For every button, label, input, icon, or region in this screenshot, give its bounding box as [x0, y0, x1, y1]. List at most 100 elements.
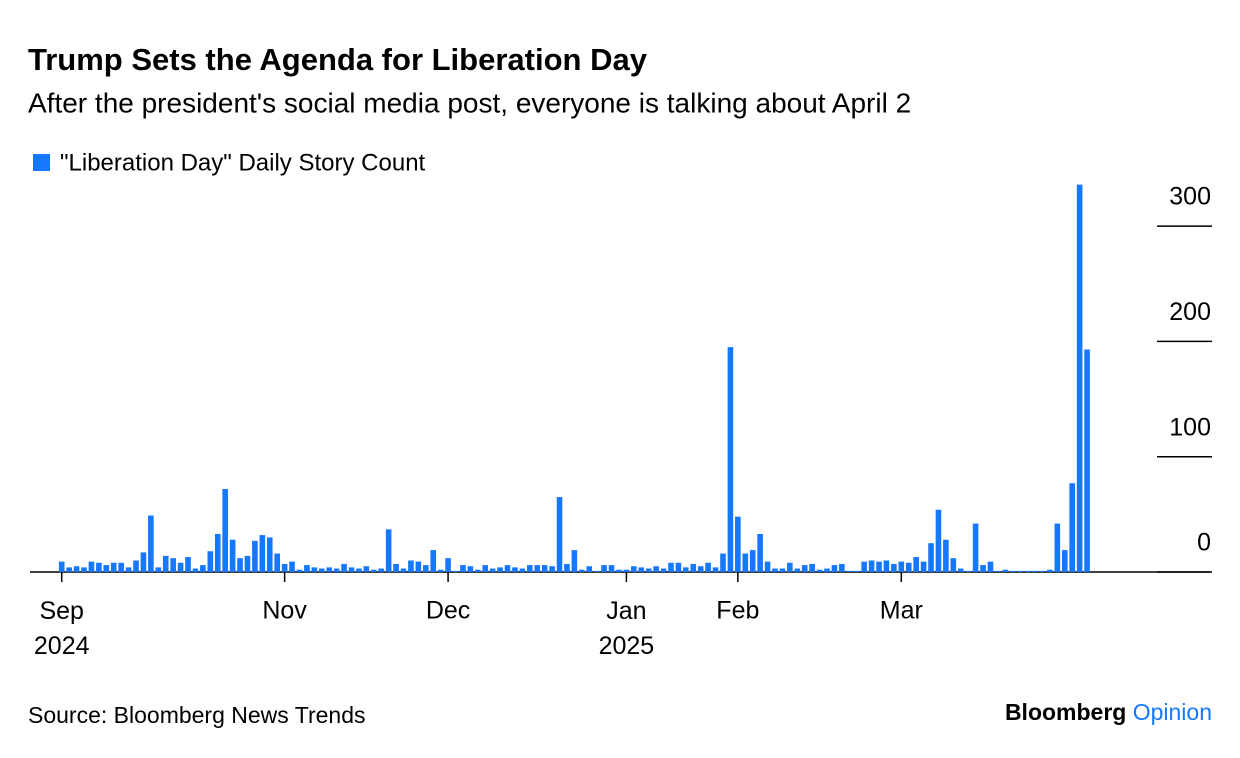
- bar: [801, 565, 808, 572]
- bar: [645, 568, 652, 572]
- bar: [1032, 570, 1038, 572]
- y-tick-label: 0: [1197, 529, 1211, 557]
- bar: [1017, 570, 1023, 572]
- bar: [200, 565, 206, 572]
- bar: [995, 570, 1001, 572]
- bar: [1039, 570, 1046, 572]
- bar: [445, 558, 451, 572]
- bar: [363, 566, 370, 572]
- bar: [385, 529, 392, 572]
- y-tick-label: 300: [1169, 183, 1211, 211]
- bar: [1061, 550, 1068, 572]
- bar: [1084, 349, 1090, 572]
- bar: [474, 569, 481, 572]
- bar: [809, 563, 815, 572]
- bar: [452, 570, 459, 572]
- bar: [222, 488, 228, 572]
- bar: [549, 566, 555, 572]
- bar: [683, 567, 689, 572]
- bar: [304, 565, 310, 572]
- bar: [289, 561, 295, 572]
- bar: [148, 515, 154, 572]
- bar: [757, 533, 763, 572]
- bar: [281, 563, 288, 572]
- bar: [274, 553, 280, 572]
- bar: [1024, 570, 1031, 572]
- bar: [58, 561, 65, 572]
- x-tick-label-line: Jan: [606, 597, 646, 625]
- bar: [356, 568, 362, 572]
- bar: [110, 562, 117, 572]
- bar: [779, 568, 786, 572]
- bar: [133, 560, 139, 572]
- bar: [727, 347, 734, 572]
- x-tick-label: Nov: [262, 597, 307, 625]
- bar: [987, 561, 994, 572]
- brand: Bloomberg Opinion: [1005, 699, 1212, 725]
- bar: [787, 562, 793, 572]
- bar: [816, 569, 823, 572]
- bar: [534, 565, 541, 572]
- bar: [861, 561, 867, 572]
- bar: [73, 566, 80, 572]
- bar: [697, 566, 704, 572]
- bar: [705, 562, 711, 572]
- bar: [170, 558, 176, 572]
- bar: [660, 568, 667, 572]
- bar: [482, 565, 489, 572]
- bar: [950, 558, 957, 572]
- bar: [623, 569, 630, 572]
- bar: [712, 567, 719, 572]
- bar: [720, 553, 726, 572]
- bar: [155, 567, 162, 572]
- source: Source: Bloomberg News Trends: [28, 702, 366, 728]
- bar: [1069, 483, 1075, 572]
- bar: [564, 563, 570, 572]
- bar: [318, 568, 325, 572]
- bar: [437, 569, 444, 572]
- bar: [965, 570, 971, 572]
- bar: [831, 565, 838, 572]
- bar: [571, 550, 578, 572]
- bar: [296, 569, 303, 572]
- x-tick-label: Dec: [426, 597, 470, 625]
- bar: [868, 560, 875, 572]
- bar: [541, 565, 548, 572]
- bar: [430, 550, 437, 572]
- bar: [519, 568, 526, 572]
- chart-title: Trump Sets the Agenda for Liberation Day: [28, 42, 648, 77]
- bar: [905, 562, 912, 572]
- bar: [103, 565, 110, 572]
- bar: [972, 523, 979, 572]
- bar: [846, 570, 853, 572]
- bar: [616, 569, 622, 572]
- bar: [489, 568, 496, 572]
- brand-name: Bloomberg: [1005, 699, 1126, 725]
- bar: [690, 563, 697, 572]
- bar: [326, 567, 332, 572]
- bar: [400, 568, 407, 572]
- bar: [237, 558, 243, 572]
- bar: [118, 562, 124, 572]
- bar: [749, 550, 756, 572]
- bar: [764, 561, 771, 572]
- bar: [943, 539, 949, 572]
- legend-label: "Liberation Day" Daily Story Count: [60, 149, 426, 176]
- bar: [266, 537, 273, 572]
- bar: [370, 569, 377, 572]
- bar: [891, 563, 897, 572]
- bar: [66, 567, 72, 572]
- x-tick-label: Mar: [880, 597, 923, 625]
- bar: [1076, 184, 1083, 573]
- bar: [608, 565, 615, 572]
- bar: [185, 557, 191, 572]
- bar: [742, 553, 749, 572]
- x-tick-label-line: Sep: [39, 597, 83, 625]
- bar: [920, 561, 927, 572]
- x-tick-label: Jan 2025: [599, 597, 655, 660]
- x-tick-label: Feb: [716, 597, 759, 625]
- bar: [1002, 569, 1009, 572]
- y-tick-label: 200: [1169, 298, 1211, 326]
- bar: [898, 561, 905, 572]
